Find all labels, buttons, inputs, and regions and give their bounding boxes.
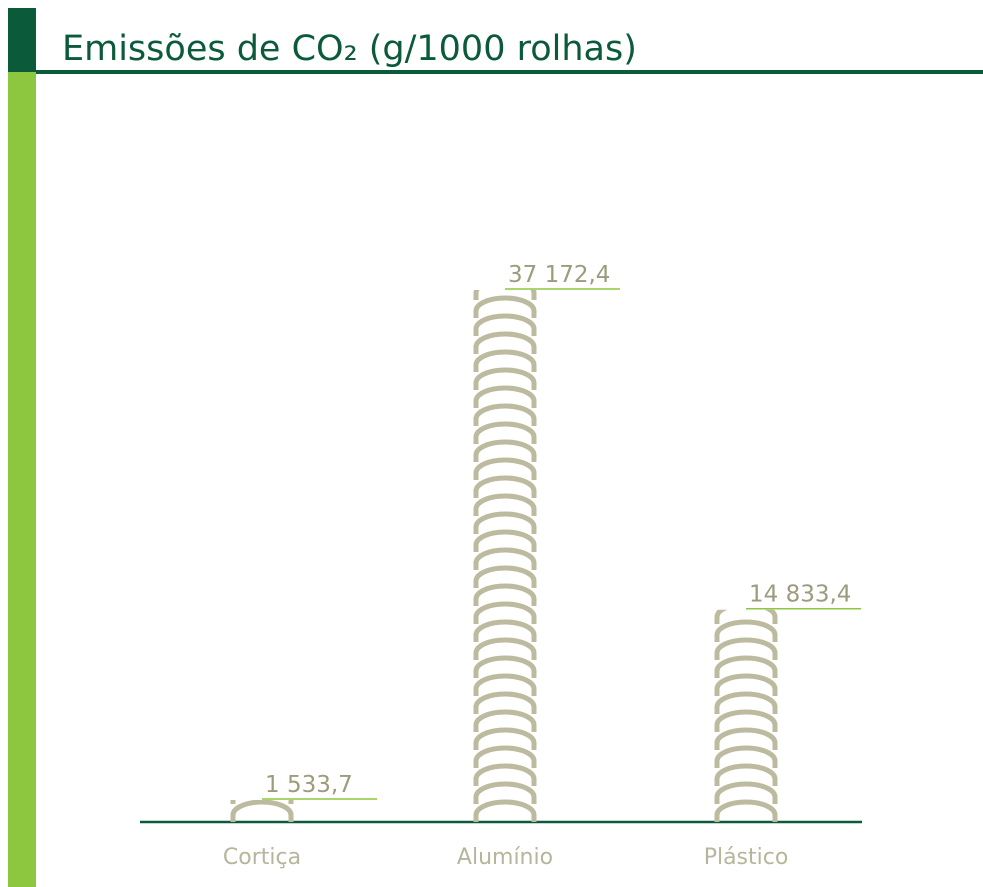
x-tick-label: Plástico [704, 845, 789, 870]
stopper-icon [714, 691, 778, 714]
stopper-icon [714, 799, 778, 822]
value-label: 37 172,4 [508, 262, 610, 288]
stopper-icon [473, 547, 537, 570]
stopper-icon [714, 609, 778, 624]
stopper-icon [473, 511, 537, 534]
stopper-icon [714, 745, 778, 768]
stopper-icon [473, 745, 537, 768]
stopper-icon [473, 673, 537, 696]
stopper-icon [714, 673, 778, 696]
stopper-icon [473, 727, 537, 750]
stopper-icon [473, 619, 537, 642]
value-label: 1 533,7 [265, 772, 353, 798]
stopper-icon [473, 799, 537, 822]
stopper-icon [473, 313, 537, 336]
stopper-icon [473, 655, 537, 678]
bar [473, 290, 537, 822]
bar [714, 609, 778, 822]
x-tick-label: Alumínio [457, 845, 553, 870]
bar [230, 800, 294, 822]
stopper-icon [714, 619, 778, 642]
stopper-icon [473, 475, 537, 498]
stopper-icon [473, 385, 537, 408]
stopper-icon [473, 421, 537, 444]
stopper-icon [714, 709, 778, 732]
stopper-icon [473, 493, 537, 516]
x-tick-label: Cortiça [223, 845, 301, 870]
stopper-icon [473, 439, 537, 462]
side-strip [8, 72, 36, 887]
stopper-icon [714, 637, 778, 660]
chart-title: Emissões de CO₂ (g/1000 rolhas) [62, 29, 637, 69]
stopper-icon [473, 331, 537, 354]
stopper-icon [714, 655, 778, 678]
stopper-icon [473, 565, 537, 588]
stopper-icon [473, 403, 537, 426]
stopper-icon [473, 691, 537, 714]
stopper-icon [714, 727, 778, 750]
stopper-icon [473, 295, 537, 318]
title-marker [8, 8, 36, 72]
stopper-icon [473, 349, 537, 372]
title-rule [36, 70, 983, 74]
stopper-icon [473, 529, 537, 552]
stopper-icon [473, 601, 537, 624]
stopper-icon [714, 781, 778, 804]
value-label: 14 833,4 [749, 582, 851, 608]
stopper-icon [473, 763, 537, 786]
stopper-icon [473, 583, 537, 606]
stopper-icon [714, 763, 778, 786]
stopper-icon [473, 781, 537, 804]
stopper-icon [473, 709, 537, 732]
stopper-icon [473, 457, 537, 480]
stopper-icon [473, 367, 537, 390]
stopper-icon [473, 637, 537, 660]
stopper-icon [230, 800, 294, 822]
